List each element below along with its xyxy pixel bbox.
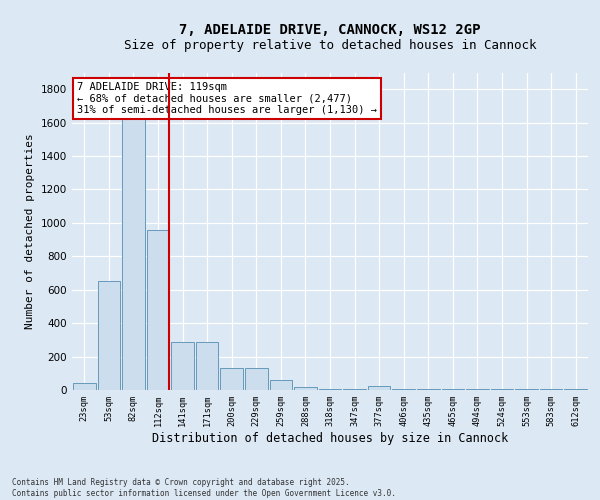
Bar xyxy=(171,342,194,390)
Text: 7, ADELAIDE DRIVE, CANNOCK, WS12 2GP: 7, ADELAIDE DRIVE, CANNOCK, WS12 2GP xyxy=(179,22,481,36)
Text: Contains HM Land Registry data © Crown copyright and database right 2025.
Contai: Contains HM Land Registry data © Crown c… xyxy=(12,478,396,498)
Bar xyxy=(466,389,489,390)
X-axis label: Distribution of detached houses by size in Cannock: Distribution of detached houses by size … xyxy=(152,432,508,445)
Bar xyxy=(146,230,169,390)
Bar xyxy=(442,389,464,390)
Bar xyxy=(98,282,120,390)
Bar xyxy=(515,389,538,390)
Bar xyxy=(392,389,415,390)
Bar xyxy=(245,368,268,390)
Bar xyxy=(294,388,317,390)
Text: 7 ADELAIDE DRIVE: 119sqm
← 68% of detached houses are smaller (2,477)
31% of sem: 7 ADELAIDE DRIVE: 119sqm ← 68% of detach… xyxy=(77,82,377,115)
Text: Size of property relative to detached houses in Cannock: Size of property relative to detached ho… xyxy=(124,39,536,52)
Bar xyxy=(122,106,145,390)
Bar xyxy=(196,342,218,390)
Bar xyxy=(417,389,440,390)
Bar xyxy=(269,380,292,390)
Y-axis label: Number of detached properties: Number of detached properties xyxy=(25,134,35,329)
Bar xyxy=(368,386,391,390)
Bar xyxy=(220,368,243,390)
Bar xyxy=(73,384,95,390)
Bar xyxy=(540,389,562,390)
Bar xyxy=(565,389,587,390)
Bar xyxy=(319,389,341,390)
Bar xyxy=(343,389,366,390)
Bar xyxy=(491,389,514,390)
